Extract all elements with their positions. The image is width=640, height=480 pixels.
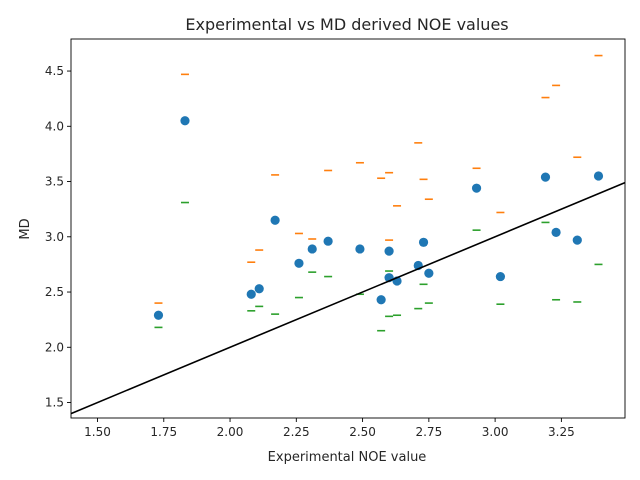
data-point [323,236,333,246]
y-tick-label: 2.0 [45,340,64,354]
data-point [355,244,365,254]
data-point [471,183,482,193]
data-point [384,246,394,256]
x-axis-label: Experimental NOE value [268,450,427,465]
y-tick-label: 4.5 [45,64,64,78]
data-point [307,244,317,254]
reference-line [71,181,625,415]
x-tick-label: 2.00 [217,425,244,439]
x-tick-label: 2.50 [349,425,376,439]
plot-frame [70,38,626,419]
y-tick-label: 3.0 [45,230,64,244]
x-tick-label: 3.25 [548,425,575,439]
axes: 1.50 1.75 2.00 2.25 2.50 2.75 3.00 3.25 1.5 2.0 2.… [45,38,626,439]
y-tick-label: 2.5 [45,285,64,299]
y-tick-label: 1.5 [45,396,64,410]
x-tick-label: 3.00 [482,425,509,439]
x-tick-label: 1.50 [84,425,111,439]
data-point [540,172,551,182]
chart-title: Experimental vs MD derived NOE values [185,15,508,34]
data-point [254,284,264,294]
x-tick-label: 2.25 [283,425,310,439]
data-point [376,295,386,305]
y-axis-label: MD [18,218,33,239]
data-point [246,289,256,299]
data-point [270,215,280,225]
x-tick-label: 1.75 [150,425,177,439]
x-tick-label: 2.75 [415,425,442,439]
data-point [495,271,506,282]
data-point [572,235,582,245]
data-point [424,268,434,278]
data-point [294,258,304,268]
y-tick-label: 3.5 [45,175,64,189]
data-point [593,171,604,181]
data-point [418,237,429,247]
data-point [180,116,190,126]
plot-marks [71,54,625,415]
data-point [153,310,164,320]
y-tick-label: 4.0 [45,119,64,133]
data-point [551,227,561,237]
